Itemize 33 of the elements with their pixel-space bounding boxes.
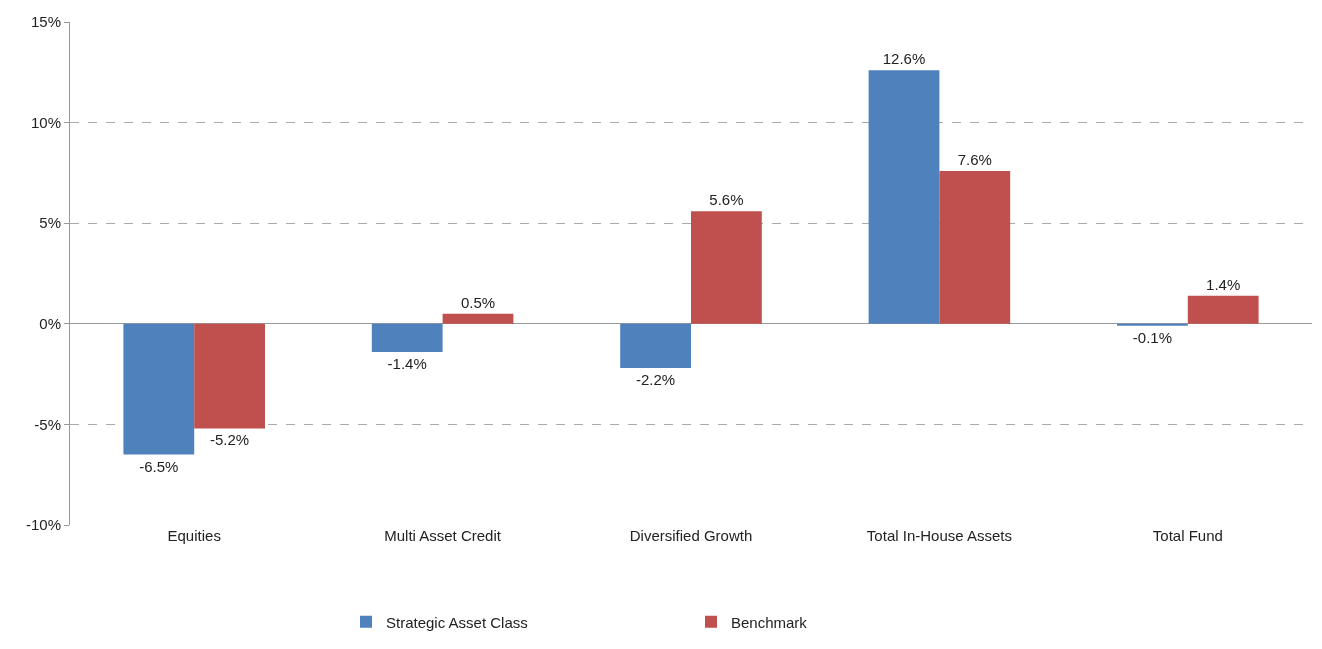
data-label: -5.2% xyxy=(210,431,250,449)
bar xyxy=(123,323,195,455)
bar xyxy=(1187,295,1259,324)
x-tick-label: Multi Asset Credit xyxy=(384,527,502,544)
bar xyxy=(939,170,1011,324)
bar xyxy=(194,323,265,429)
y-tick-label: 10% xyxy=(30,113,61,131)
bar xyxy=(691,211,762,324)
y-tick-label: 0% xyxy=(39,315,61,333)
data-label: -6.5% xyxy=(139,457,179,475)
data-label: -1.4% xyxy=(387,354,427,372)
data-label: 5.6% xyxy=(709,191,744,209)
x-tick-label: Total Fund xyxy=(1152,527,1223,544)
bar xyxy=(620,323,691,369)
y-tick-label: -5% xyxy=(34,415,61,433)
data-label: -2.2% xyxy=(636,371,676,389)
legend-label: Benchmark xyxy=(731,613,808,631)
y-tick-label: 5% xyxy=(39,214,61,232)
x-tick-label: Diversified Growth xyxy=(629,527,753,544)
bar xyxy=(442,313,514,324)
data-label: 1.4% xyxy=(1206,275,1241,293)
data-label: -0.1% xyxy=(1132,328,1172,346)
data-label: 7.6% xyxy=(957,150,992,168)
data-label: 0.5% xyxy=(460,293,496,311)
bar xyxy=(371,323,443,352)
y-tick-label: -10% xyxy=(25,516,61,534)
x-tick-label: Total In-House Assets xyxy=(866,527,1012,544)
bar xyxy=(868,70,940,324)
legend-label: Strategic Asset Class xyxy=(386,613,528,631)
data-label: 12.6% xyxy=(882,50,926,68)
y-tick-label: 15% xyxy=(30,13,61,31)
bar xyxy=(1117,323,1188,326)
x-tick-label: Equities xyxy=(167,527,221,544)
